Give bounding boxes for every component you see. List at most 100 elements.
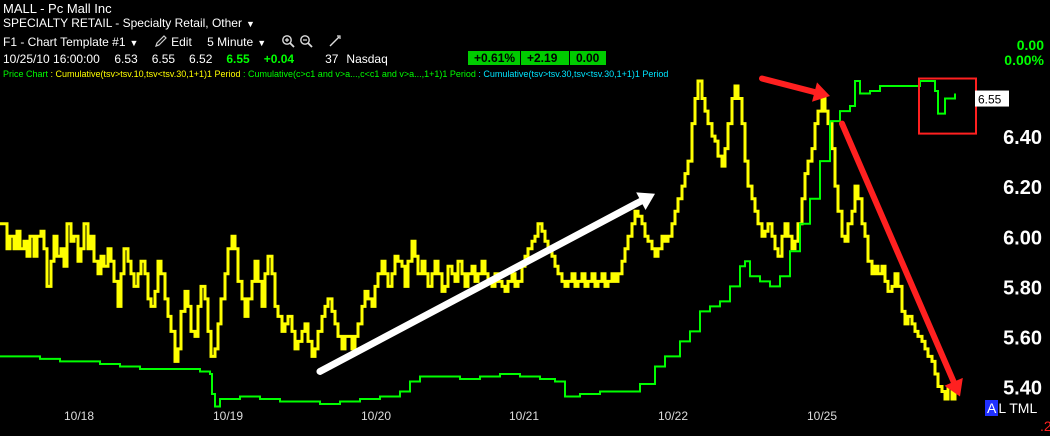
indicator-point — [479, 376, 480, 377]
price-point — [26, 256, 27, 257]
symbol-title[interactable]: MALL - Pc Mall Inc — [3, 1, 112, 16]
template-dropdown[interactable]: F1 - Chart Template #1 ▼ — [3, 35, 138, 49]
price-point — [344, 336, 345, 337]
price-point — [567, 281, 568, 282]
legend-cumulative-volume[interactable]: : Cumulative(c>c1 and v>a...,c<c1 and v>… — [240, 69, 476, 79]
x-tick-label: 10/21 — [509, 409, 539, 423]
price-point — [817, 110, 818, 111]
price-point — [123, 248, 124, 249]
indicator-point — [499, 373, 500, 374]
arrow-head — [812, 82, 830, 102]
draw-tool-icon[interactable] — [328, 34, 342, 48]
indicator-point — [689, 331, 690, 332]
price-point — [97, 273, 98, 274]
price-point — [597, 281, 598, 282]
price-point — [674, 211, 675, 212]
indicator-point — [439, 376, 440, 377]
price-point — [194, 336, 195, 337]
indicator-point — [259, 398, 260, 399]
price-point — [767, 223, 768, 224]
price-point — [407, 261, 408, 262]
price-point — [927, 356, 928, 357]
indicator-point — [139, 368, 140, 369]
price-point — [584, 286, 585, 287]
price-point — [43, 248, 44, 249]
legend-cumulative-tsv-10[interactable]: : Cumulative(tsv>tsv.10,tsv<tsv.30,1+1)1… — [48, 69, 241, 79]
price-point — [744, 161, 745, 162]
price-point — [187, 306, 188, 307]
sector-line[interactable]: SPECIALTY RETAIL - Specialty Retail, Oth… — [3, 16, 255, 30]
price-point — [724, 148, 725, 149]
indicator-point — [299, 401, 300, 402]
price-point — [861, 223, 862, 224]
price-point — [501, 286, 502, 287]
price-point — [844, 241, 845, 242]
price-point — [327, 298, 328, 299]
price-point — [164, 298, 165, 299]
price-point — [110, 261, 111, 262]
price-point — [56, 256, 57, 257]
legend-price[interactable]: Price Chart — [3, 69, 49, 79]
price-point — [607, 281, 608, 282]
price-point — [614, 281, 615, 282]
price-point — [294, 348, 295, 349]
price-point — [391, 273, 392, 274]
price-point — [461, 273, 462, 274]
legend-cumulative-tsv-30[interactable]: : Cumulative(tsv>tsv.30,tsv<tsv.30,1+1)1… — [475, 69, 669, 79]
y-tick-label: 6.40 — [1003, 127, 1042, 149]
price-point — [474, 281, 475, 282]
price-point — [9, 236, 10, 237]
indicator-point — [699, 311, 700, 312]
price-point — [901, 311, 902, 312]
price-point — [314, 348, 315, 349]
price-point — [601, 273, 602, 274]
price-point — [897, 286, 898, 287]
price-point — [19, 248, 20, 249]
price-point — [157, 261, 158, 262]
price-point — [234, 248, 235, 249]
price-point — [93, 261, 94, 262]
y-tick-label: 6.00 — [1003, 227, 1042, 249]
zoom-in-icon[interactable] — [281, 34, 296, 48]
price-point — [604, 286, 605, 287]
price-point — [864, 236, 865, 237]
interval-dropdown[interactable]: 5 Minute ▼ — [207, 35, 266, 49]
price-point — [714, 141, 715, 142]
price-point — [834, 186, 835, 187]
edit-button[interactable]: Edit — [154, 35, 192, 49]
price-point — [534, 236, 535, 237]
indicator-point — [729, 286, 730, 287]
price-point — [941, 391, 942, 392]
price-point — [894, 273, 895, 274]
price-point — [691, 123, 692, 124]
highlight-box — [918, 77, 977, 135]
chart-toolbar: F1 - Chart Template #1 ▼ Edit 5 Minute ▼ — [3, 34, 342, 49]
price-point — [251, 281, 252, 282]
zoom-out-icon[interactable] — [299, 34, 313, 48]
indicator-point — [39, 358, 40, 359]
price-point — [641, 223, 642, 224]
price-point — [771, 236, 772, 237]
last-price-label: 6.55 — [978, 93, 1002, 107]
chevron-down-icon[interactable]: ▼ — [245, 19, 255, 29]
price-point — [50, 261, 51, 262]
price-point — [174, 361, 175, 362]
price-point — [40, 231, 41, 232]
quote-change: +0.04 — [263, 52, 295, 66]
price-point — [247, 298, 248, 299]
indicator-point — [599, 391, 600, 392]
y-tick-label: 5.40 — [1003, 377, 1042, 399]
price-point — [734, 85, 735, 86]
price-point — [891, 286, 892, 287]
template-label: F1 - Chart Template #1 — [3, 35, 126, 49]
price-point — [437, 273, 438, 274]
price-point — [887, 291, 888, 292]
indicator-point — [744, 261, 745, 262]
price-point — [564, 286, 565, 287]
price-point — [254, 261, 255, 262]
price-point — [804, 173, 805, 174]
price-point — [467, 273, 468, 274]
price-point — [647, 241, 648, 242]
